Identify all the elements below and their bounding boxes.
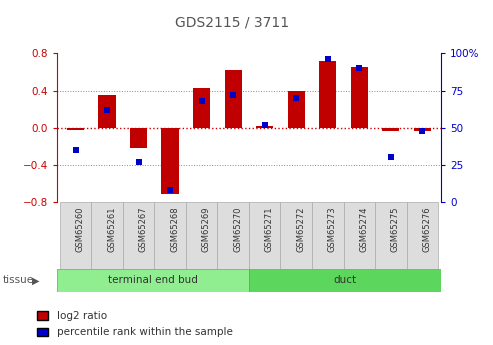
Text: GDS2115 / 3711: GDS2115 / 3711 [175, 16, 289, 30]
Bar [249, 202, 281, 269]
Text: ▶: ▶ [32, 275, 39, 285]
Bar [351, 67, 368, 128]
Text: percentile rank within the sample: percentile rank within the sample [57, 327, 233, 337]
Bar [312, 202, 344, 269]
Text: duct: duct [334, 275, 356, 285]
Bar [414, 128, 431, 131]
Bar [256, 126, 274, 128]
Text: terminal end bud: terminal end bud [108, 275, 198, 285]
Bar [154, 202, 186, 269]
Bar [344, 202, 375, 269]
Text: log2 ratio: log2 ratio [57, 311, 107, 321]
Text: GSM65269: GSM65269 [202, 207, 211, 252]
Text: GSM65260: GSM65260 [75, 207, 85, 252]
Text: GSM65276: GSM65276 [423, 207, 431, 252]
Bar [99, 95, 116, 128]
Text: GSM65261: GSM65261 [107, 207, 116, 252]
Bar [382, 128, 399, 131]
Bar [224, 70, 242, 128]
Bar [57, 269, 249, 292]
Bar [407, 202, 438, 269]
Bar [217, 202, 249, 269]
Bar [162, 128, 179, 195]
Bar [60, 202, 91, 269]
Bar [287, 91, 305, 128]
Text: GSM65274: GSM65274 [359, 207, 368, 252]
Bar [186, 202, 217, 269]
Text: GSM65271: GSM65271 [265, 207, 274, 252]
Text: tissue: tissue [2, 275, 34, 285]
Bar [91, 202, 123, 269]
Text: GSM65267: GSM65267 [139, 207, 147, 252]
Text: GSM65272: GSM65272 [296, 207, 305, 252]
Bar [123, 202, 154, 269]
Bar [281, 202, 312, 269]
Bar [193, 88, 211, 128]
Text: GSM65275: GSM65275 [391, 207, 400, 252]
Bar [319, 61, 336, 128]
Bar [249, 269, 441, 292]
Bar [375, 202, 407, 269]
Text: GSM65268: GSM65268 [170, 207, 179, 252]
Text: GSM65270: GSM65270 [233, 207, 242, 252]
Text: GSM65273: GSM65273 [328, 207, 337, 252]
Bar [130, 128, 147, 148]
Bar [67, 128, 84, 130]
